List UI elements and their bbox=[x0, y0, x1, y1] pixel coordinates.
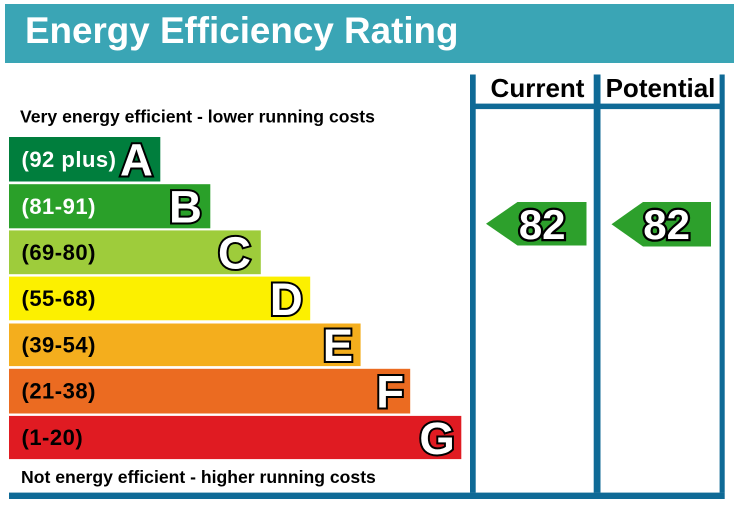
svg-text:82: 82 bbox=[643, 201, 690, 248]
svg-text:C: C bbox=[218, 228, 251, 279]
svg-text:Very energy efficient - lower: Very energy efficient - lower running co… bbox=[20, 107, 375, 127]
svg-text:D: D bbox=[270, 274, 303, 325]
svg-text:(55-68): (55-68) bbox=[22, 286, 96, 311]
svg-text:Potential: Potential bbox=[606, 73, 716, 103]
svg-text:Current: Current bbox=[491, 73, 585, 103]
svg-text:(92 plus): (92 plus) bbox=[22, 147, 117, 172]
svg-text:G: G bbox=[419, 413, 454, 464]
svg-text:E: E bbox=[323, 320, 353, 371]
svg-text:82: 82 bbox=[519, 201, 566, 248]
svg-text:(69-80): (69-80) bbox=[22, 240, 96, 265]
svg-text:(81-91): (81-91) bbox=[22, 194, 96, 219]
svg-text:Not energy efficient - higher: Not energy efficient - higher running co… bbox=[21, 467, 376, 487]
svg-text:(21-38): (21-38) bbox=[22, 379, 96, 404]
svg-text:Energy Efficiency Rating: Energy Efficiency Rating bbox=[25, 10, 459, 51]
svg-text:F: F bbox=[376, 367, 404, 418]
svg-text:(1-20): (1-20) bbox=[22, 425, 84, 450]
svg-text:A: A bbox=[120, 135, 153, 186]
svg-text:(39-54): (39-54) bbox=[22, 333, 96, 358]
svg-text:B: B bbox=[169, 182, 202, 233]
